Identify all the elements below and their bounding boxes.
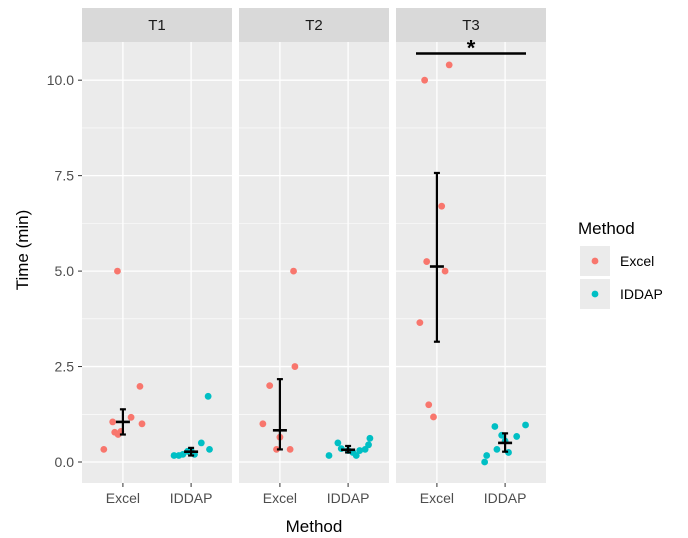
- data-point: [325, 452, 333, 459]
- panel-background: [239, 42, 389, 483]
- data-point: [206, 446, 213, 453]
- data-point: [513, 433, 521, 440]
- y-tick-label: 2.5: [55, 359, 75, 375]
- x-axis-title: Method: [286, 517, 343, 536]
- data-point: [259, 420, 267, 428]
- legend-key-point: [591, 290, 599, 298]
- panel-background: [396, 42, 546, 483]
- data-point: [441, 267, 449, 275]
- data-point: [291, 363, 299, 370]
- data-point: [356, 447, 364, 454]
- data-point: [197, 439, 205, 447]
- data-point: [290, 267, 297, 275]
- data-point: [138, 420, 146, 428]
- facet-strip: [82, 8, 232, 42]
- data-point: [493, 446, 501, 453]
- data-point: [366, 434, 374, 442]
- x-tick-label: Excel: [263, 490, 297, 506]
- data-point: [416, 319, 424, 327]
- legend-entry-iddap: IDDAP: [580, 279, 663, 309]
- data-point: [425, 401, 433, 409]
- facet-strip-label: T1: [148, 17, 166, 34]
- x-tick-label: Excel: [420, 490, 454, 506]
- facet-strip-label: T2: [305, 17, 323, 34]
- data-point: [365, 441, 372, 449]
- data-point: [334, 439, 342, 447]
- legend-entry-excel: Excel: [580, 246, 654, 276]
- data-point: [423, 258, 431, 265]
- data-point: [421, 76, 429, 84]
- x-tick-label: IDDAP: [327, 490, 370, 506]
- data-point: [522, 421, 529, 429]
- y-tick-label: 10.0: [47, 72, 74, 88]
- data-point: [127, 413, 135, 421]
- data-point: [483, 452, 491, 459]
- facet-panel-t2: T2 Excel IDDAP: [239, 8, 389, 506]
- y-tick-label: 7.5: [55, 168, 75, 184]
- significance-label: *: [467, 35, 476, 60]
- data-point: [438, 202, 446, 210]
- x-tick-label: IDDAP: [170, 490, 213, 506]
- data-point: [273, 446, 280, 453]
- data-point: [481, 458, 489, 466]
- facets-layer: T1 Excel IDDAP T2 Excel IDDAP T3 Excel IDDAP *: [82, 8, 546, 506]
- data-point: [100, 446, 108, 453]
- x-tick-label: Excel: [106, 490, 140, 506]
- facet-panel-t3: T3 Excel IDDAP *: [396, 8, 546, 506]
- data-point: [491, 423, 499, 430]
- facet-strip: [239, 8, 389, 42]
- y-axis-title: Time (min): [13, 210, 32, 291]
- legend-title: Method: [578, 219, 635, 238]
- data-point: [266, 382, 274, 390]
- data-point: [114, 267, 121, 275]
- data-point: [430, 413, 437, 421]
- data-point: [109, 418, 117, 426]
- data-point: [445, 61, 453, 69]
- y-tick-label: 5.0: [55, 263, 75, 279]
- facet-strip: [396, 8, 546, 42]
- legend-label: Excel: [620, 253, 654, 269]
- data-point: [136, 383, 144, 390]
- data-point: [170, 452, 178, 459]
- legend-label: IDDAP: [620, 286, 663, 302]
- panel-background: [82, 42, 232, 483]
- data-point: [352, 452, 360, 459]
- facet-panel-t1: T1 Excel IDDAP: [82, 8, 232, 506]
- legend-entries: Excel IDDAP: [580, 246, 663, 309]
- legend: Method Excel IDDAP: [578, 219, 663, 309]
- y-tick-label: 0.0: [55, 454, 75, 470]
- facet-strip-label: T3: [462, 17, 480, 34]
- data-point: [204, 392, 212, 400]
- x-tick-label: IDDAP: [484, 490, 527, 506]
- legend-key-point: [591, 257, 599, 265]
- data-point: [286, 446, 294, 453]
